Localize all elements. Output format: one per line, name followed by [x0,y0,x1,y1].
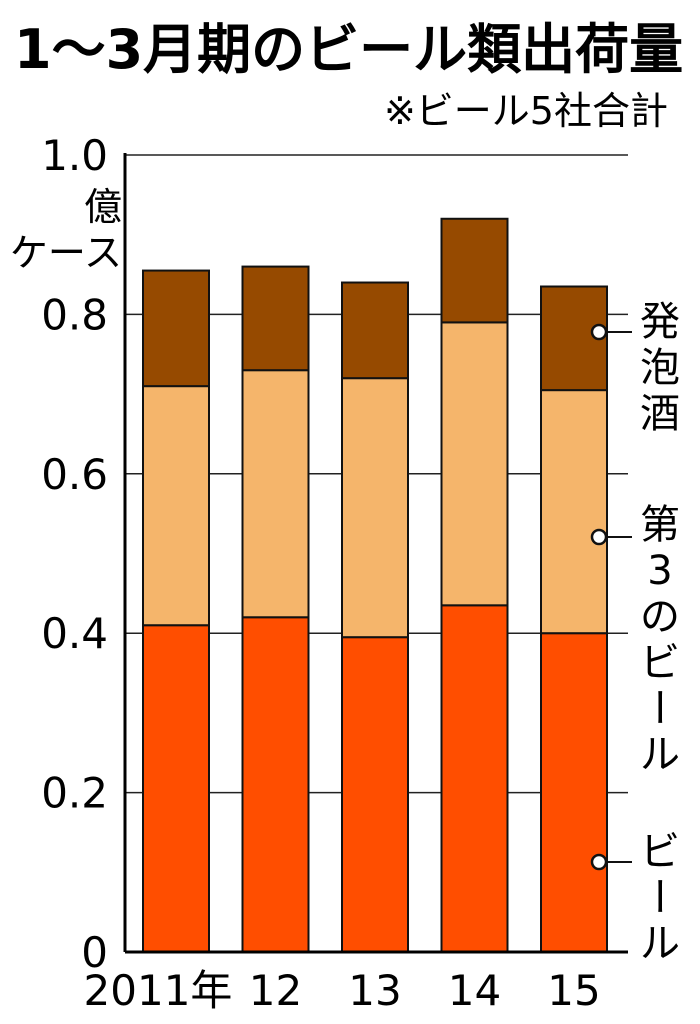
x-tick-label: 13 [348,966,401,1015]
bar-segment-happoshu [142,269,210,388]
bar-segment-beer [540,632,608,953]
bar-segment-third-beer [241,369,310,619]
y-axis-unit-line-1: 億 [84,185,122,229]
y-tick-label: 0 [81,928,108,977]
legend-char: 発 [640,299,680,345]
legend-marker [590,853,608,871]
bar-segment-beer [142,624,210,953]
chart-subtitle: ※ビール5社合計 [384,89,668,133]
y-tick-label: 0.2 [41,769,108,818]
chart-title: 1〜3月期のビール類出荷量 [14,18,683,81]
bar-segment-happoshu [241,265,310,372]
bar-segment-beer [341,636,409,953]
legend-char: ー [635,687,681,727]
legend-char: 泡 [640,345,680,391]
bar-segment-happoshu [341,281,409,380]
legend-char: ビ [640,640,680,686]
y-tick-label: 1.0 [41,131,108,180]
legend-char: ル [640,732,680,778]
legend-label-happoshu: 発泡酒発泡酒 [590,299,680,437]
legend-char: ビ [640,829,680,875]
legend-char: 第 [640,502,680,548]
y-axis-unit-line-2: ケース [10,231,122,275]
bar-segment-beer [241,616,310,953]
x-tick-label: 2011年 [84,966,233,1015]
bar-segment-happoshu [440,217,509,324]
y-tick-label: 0.8 [41,290,108,339]
x-tick-label: 14 [448,966,501,1015]
y-tick-label: 0.6 [41,450,108,499]
x-tick-label: 15 [547,966,600,1015]
legend-marker [590,528,608,546]
legend-char: の [640,594,680,640]
y-axis-unit: 億 ケース [10,185,122,275]
bar-segment-third-beer [142,385,210,627]
bar-segment-beer [440,604,509,953]
y-tick-label: 0.4 [41,609,108,658]
legend-label-beer: ビールビール [590,829,681,967]
legend-label-third-beer: 第3のビール第3のビール [590,502,681,778]
bar-segment-third-beer [341,377,409,639]
legend-char: 3 [647,548,672,594]
x-tick-label: 12 [249,966,302,1015]
bar-segment-third-beer [540,389,608,635]
legend-marker [590,323,608,341]
legend-char: ル [640,921,680,967]
legend-char: 酒 [640,391,680,437]
legend-char: ー [635,876,681,916]
bar-segment-third-beer [440,321,509,607]
